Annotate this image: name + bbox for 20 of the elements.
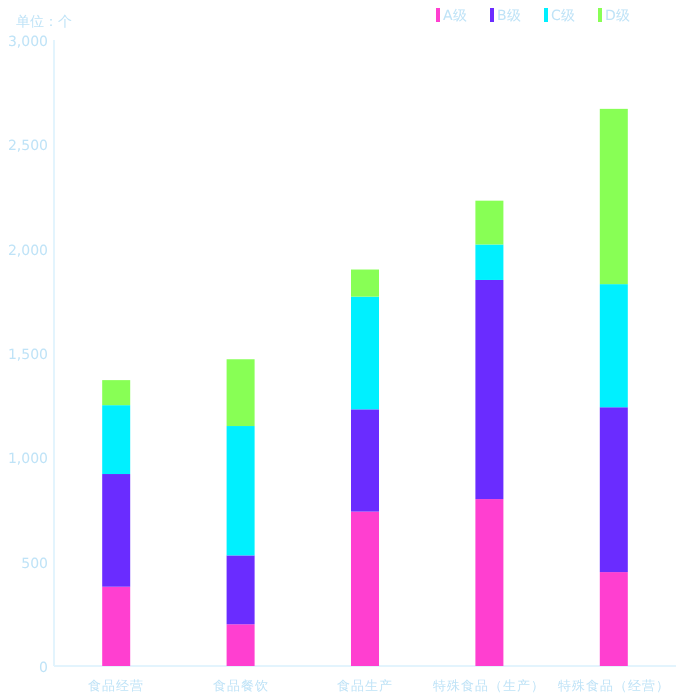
bar (475, 279, 504, 500)
bar (599, 108, 628, 285)
bar (599, 407, 628, 573)
bar (102, 474, 131, 587)
bar (226, 359, 255, 427)
bar (475, 499, 504, 666)
bar (102, 380, 131, 406)
bar (599, 284, 628, 408)
bar (102, 405, 131, 475)
bar (351, 269, 379, 297)
bar (351, 296, 379, 410)
bar (226, 555, 255, 625)
bar (226, 624, 255, 666)
bar (102, 586, 131, 666)
bar (351, 511, 379, 666)
bar (475, 244, 504, 280)
bar (226, 426, 255, 556)
bar (475, 200, 504, 245)
bar (351, 409, 379, 512)
bar (599, 572, 628, 666)
